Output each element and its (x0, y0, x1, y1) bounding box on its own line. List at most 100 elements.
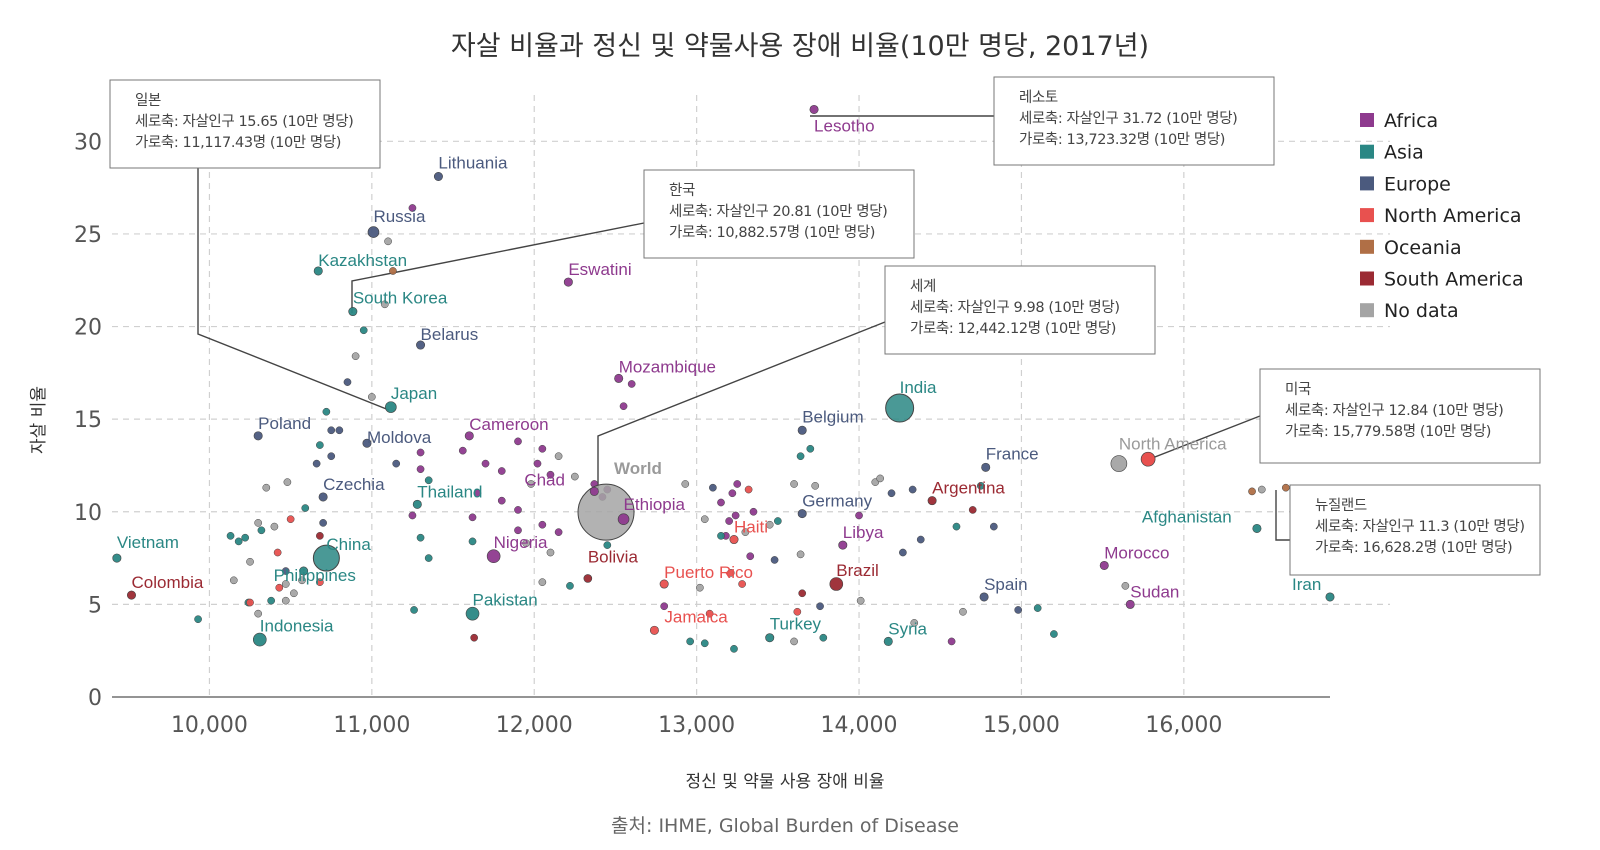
legend-swatch (1360, 239, 1374, 254)
data-point (408, 511, 417, 520)
x-tick-label: 12,000 (496, 713, 573, 738)
data-point (458, 446, 467, 455)
data-point (468, 513, 477, 522)
data-point (392, 459, 401, 468)
point-label: Brazil (836, 561, 879, 580)
data-point (765, 520, 774, 529)
data-point (273, 548, 282, 557)
point-label: Poland (258, 414, 311, 433)
legend-swatch (1360, 144, 1374, 159)
data-point (819, 633, 828, 642)
point-label: Afghanistan (1142, 507, 1232, 526)
data-point (257, 526, 266, 535)
callout-title: 한국 (669, 182, 695, 199)
callout-leader (1141, 415, 1261, 463)
data-point (416, 465, 425, 474)
data-point-vietnam (112, 553, 122, 563)
point-label: India (900, 378, 937, 397)
data-point (744, 485, 753, 494)
data-point-brazil (829, 577, 844, 591)
data-point (327, 452, 336, 461)
data-point-jamaica (649, 625, 659, 635)
point-label: Pakistan (473, 591, 538, 610)
data-point (514, 437, 522, 446)
point-label: Ethiopia (624, 495, 686, 514)
data-point (910, 619, 919, 627)
point-label: South Korea (353, 289, 448, 308)
data-point (968, 506, 977, 514)
data-point-thailand (412, 499, 422, 509)
callout-title: 뉴질랜드 (1315, 497, 1367, 514)
callout-y-value: 세로축: 자살인구 15.65 (10만 명당) (135, 113, 353, 130)
data-point (793, 607, 802, 616)
data-point-ethiopia (617, 513, 630, 525)
data-point (686, 637, 694, 646)
data-point (384, 237, 392, 246)
data-point (554, 452, 563, 461)
legend-swatch (1360, 303, 1374, 318)
point-label: Kazakhstan (318, 251, 407, 270)
x-tick-label: 10,000 (171, 713, 248, 738)
data-point (267, 596, 276, 605)
point-label: Sudan (1130, 582, 1179, 601)
point-label: Syria (888, 619, 927, 638)
legend-swatch (1360, 271, 1374, 286)
data-point-belgium (797, 425, 807, 435)
point-label: Thailand (417, 482, 482, 501)
data-point-puerto-rico (659, 579, 669, 589)
data-point (424, 476, 433, 485)
data-point (262, 483, 271, 492)
callout-x-value: 가로축: 10,882.57명 (10만 명당) (669, 224, 875, 241)
data-point (351, 352, 360, 361)
data-point (741, 528, 750, 536)
data-point (343, 378, 352, 386)
data-point (226, 531, 235, 540)
data-point-lesotho (809, 104, 819, 114)
point-label: Philippines (274, 566, 356, 585)
data-point (700, 639, 709, 648)
data-point (497, 467, 506, 475)
data-point-mozambique (614, 373, 624, 383)
data-point (770, 556, 779, 564)
data-point-russia (367, 226, 380, 238)
data-point-kazakhstan (313, 266, 323, 276)
callout-y-value: 세로축: 자살인구 9.98 (10만 명당) (910, 299, 1120, 316)
point-label: Haiti (734, 518, 768, 537)
data-point (254, 609, 263, 618)
point-label: North America (1119, 435, 1227, 454)
point-label: Morocco (1104, 543, 1169, 562)
data-point (806, 444, 815, 453)
point-label: China (326, 535, 371, 554)
y-tick-label: 25 (74, 223, 102, 248)
callout-title: 레소토 (1019, 89, 1058, 106)
point-label: Russia (373, 207, 426, 226)
x-tick-label: 13,000 (658, 713, 735, 738)
data-point (241, 533, 250, 542)
legend-label: Europe (1384, 173, 1451, 195)
point-label: Lithuania (438, 154, 508, 173)
data-point-morocco (1099, 560, 1109, 570)
data-point (746, 552, 755, 561)
point-label: Lesotho (814, 116, 875, 135)
data-point (546, 470, 555, 479)
y-tick-label: 5 (88, 593, 102, 618)
data-point (281, 580, 290, 588)
data-point-cameroon (464, 431, 474, 441)
y-tick-label: 15 (74, 408, 102, 433)
data-point-germany (797, 509, 807, 519)
callout-title: 세계 (910, 278, 936, 295)
point-label: Colombia (131, 573, 203, 592)
data-point-syria (883, 636, 893, 646)
data-point (335, 426, 344, 435)
point-labels: Lesotho Lithuania Russia Kazakhstan South Ko… (117, 116, 1321, 638)
data-point (322, 407, 331, 416)
data-points (112, 104, 1335, 653)
data-point (1014, 606, 1023, 614)
x-tick-label: 14,000 (821, 713, 898, 738)
data-point (270, 522, 279, 531)
data-point (856, 596, 865, 605)
point-label: Belgium (802, 407, 863, 426)
